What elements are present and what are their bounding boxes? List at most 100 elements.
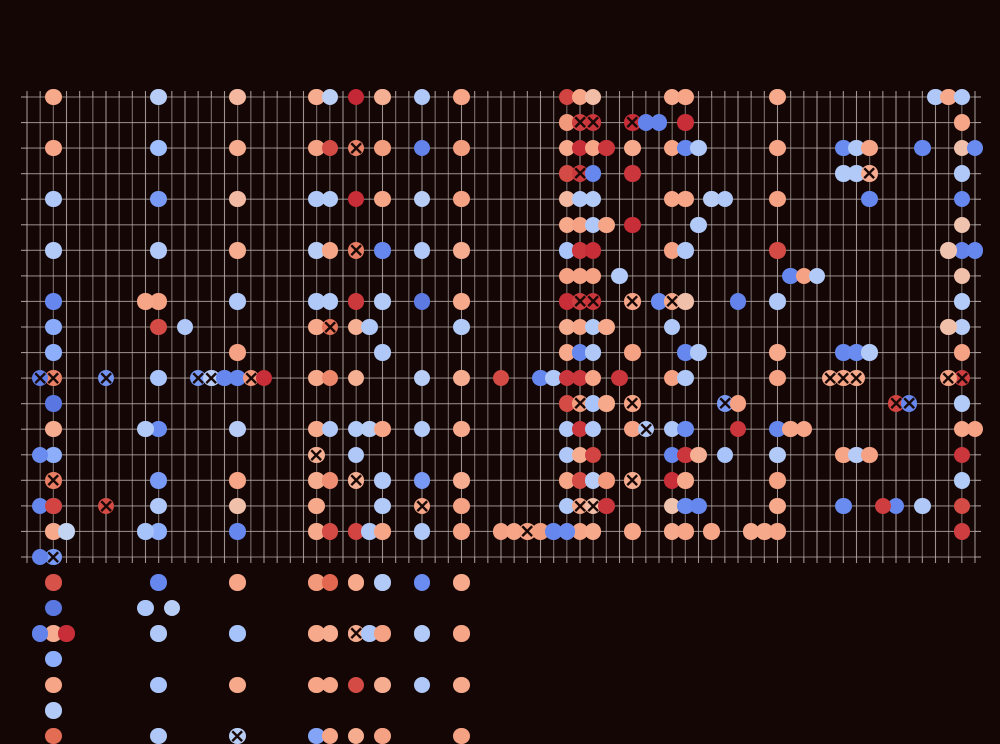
data-point [413,139,431,157]
scatter-plot-figure [21,88,984,744]
data-point [769,191,786,208]
data-point [347,369,365,387]
data-point [347,293,365,310]
data-point [163,599,181,617]
data-point [45,318,62,336]
data-point [953,139,971,157]
data-point [611,369,628,387]
data-point [584,446,602,463]
data-point [677,497,694,515]
data-point [229,472,246,489]
data-point [624,421,641,438]
data-point [321,88,339,106]
data-point [413,472,431,489]
data-point [308,242,325,259]
data-point [229,139,246,157]
data-point [953,446,971,463]
data-point [308,369,325,387]
data-point [769,88,786,106]
data-point [953,344,971,361]
data-point [584,242,602,259]
data-point [584,139,602,157]
data-point [347,676,365,693]
data-point [598,472,615,489]
data-point [216,369,233,387]
data-point [914,139,931,157]
data-point [663,88,681,106]
data-point [808,267,826,285]
data-point [229,344,246,361]
data-point [835,446,852,463]
data-point [558,421,576,438]
data-point [255,369,273,387]
data-point [558,88,576,106]
data-point [663,497,681,515]
data-point [677,344,694,361]
data-point [558,139,576,157]
data-point [229,676,246,693]
data-point [584,88,602,106]
data-point [716,191,734,208]
data-point [361,318,378,336]
data-point [953,523,971,540]
data-point [413,293,431,310]
data-point [953,267,971,285]
data-point [966,421,984,438]
data-point [308,293,325,310]
data-point [453,421,470,438]
data-point [769,369,786,387]
data-point [45,625,62,642]
data-point [558,318,576,336]
data-point [584,523,602,540]
data-point [571,523,589,540]
data-point [690,139,707,157]
data-point [835,344,852,361]
data-point [558,344,576,361]
data-point [176,318,194,336]
data-point [347,472,365,489]
data-point [308,421,325,438]
data-point [571,191,589,208]
data-point [453,191,470,208]
data-point [229,191,246,208]
data-point [321,574,339,591]
data-point [584,472,602,489]
data-point [229,625,246,642]
data-point [150,574,167,591]
data-point [374,88,391,106]
data-point [308,523,325,540]
data-point [453,369,470,387]
data-point [677,88,694,106]
data-point [558,267,576,285]
data-point [914,497,931,515]
data-point [453,293,470,310]
data-point [45,472,62,489]
data-point [624,293,641,310]
data-point [571,472,589,489]
data-point [940,318,957,336]
data-point [150,293,167,310]
data-point [453,625,470,642]
data-point [558,395,576,412]
data-point [150,727,167,744]
data-point [677,446,694,463]
data-point [940,369,957,387]
data-point [45,446,62,463]
data-point [966,242,984,259]
data-point [150,523,167,540]
data-point [953,472,971,489]
data-point [848,344,865,361]
data-point [690,216,707,233]
data-point [677,114,694,131]
data-point [769,344,786,361]
data-point [413,369,431,387]
data-point [663,472,681,489]
data-point [861,139,878,157]
data-point [308,574,325,591]
data-point [953,216,971,233]
data-point [650,114,668,131]
data-point [532,523,549,540]
data-point [413,523,431,540]
data-point [308,139,325,157]
data-point [663,446,681,463]
